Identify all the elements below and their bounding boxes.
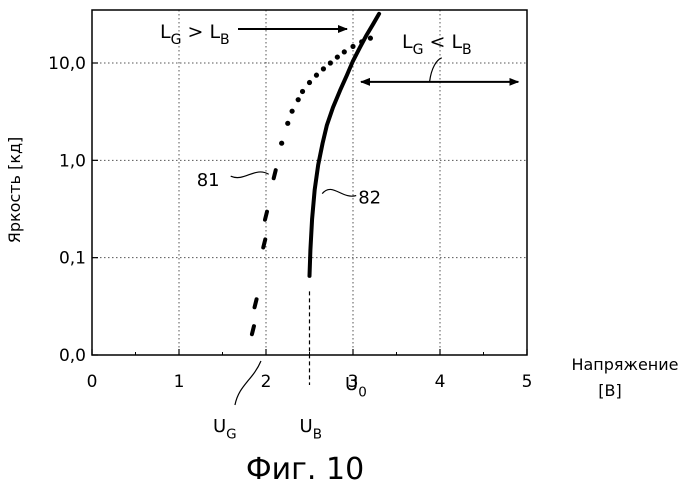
x-tick-label: 1: [174, 372, 185, 392]
grid-lines: [92, 10, 527, 355]
series-81-point: [307, 80, 312, 85]
y-tick-label: 1,0: [59, 151, 86, 171]
series-81-point: [265, 212, 267, 220]
series-81-point: [263, 239, 265, 247]
x-tick-label: 0: [87, 372, 98, 392]
plot-frame: [92, 10, 527, 355]
lg-gt-lb-label: LG > LB: [160, 21, 230, 48]
ug-label: UG: [213, 416, 237, 442]
annotations: 81 82 UG UB U0 LG > LB LG < LB: [160, 21, 518, 442]
series-81-point: [252, 326, 254, 334]
data-series: [252, 14, 379, 334]
x-axis-label-line2: [В]: [598, 381, 621, 400]
series-81-point: [285, 121, 290, 126]
figure-caption: Фиг. 10: [246, 452, 364, 487]
series-81-point: [342, 49, 347, 54]
x-axis-label-line1: Напряжение: [571, 355, 678, 374]
y-tick-label: 0,0: [59, 346, 86, 366]
y-tick-label: 10,0: [48, 54, 86, 74]
series-81-label: 81: [197, 170, 220, 191]
series-81-point: [296, 97, 301, 102]
ug-leader: [235, 361, 261, 405]
series-81-point: [314, 73, 319, 78]
y-axis-label: Яркость [кд]: [5, 137, 24, 244]
series-81-point: [368, 36, 373, 41]
series-81-point: [300, 89, 305, 94]
series-81-point: [321, 66, 326, 71]
axis-ticks: 0123450,00,11,010,0: [48, 54, 532, 392]
series-81-point: [335, 54, 340, 59]
x-tick-label: 5: [522, 372, 533, 392]
series-82-label: 82: [358, 188, 381, 209]
series-81-point: [279, 141, 284, 146]
series-81-point: [328, 60, 333, 65]
series-81-leader: [231, 172, 269, 178]
lg-lt-lb-label: LG < LB: [402, 31, 472, 58]
series-81-point: [255, 299, 257, 307]
x-tick-label: 2: [261, 372, 272, 392]
series-81-point: [350, 44, 355, 49]
x-tick-label: 4: [435, 372, 446, 392]
series-81-point: [290, 109, 295, 114]
y-tick-label: 0,1: [59, 249, 86, 269]
u0-label: U0: [345, 374, 367, 400]
ub-label: UB: [300, 416, 322, 442]
series-81-point: [274, 170, 276, 178]
series-82-leader: [322, 189, 356, 196]
